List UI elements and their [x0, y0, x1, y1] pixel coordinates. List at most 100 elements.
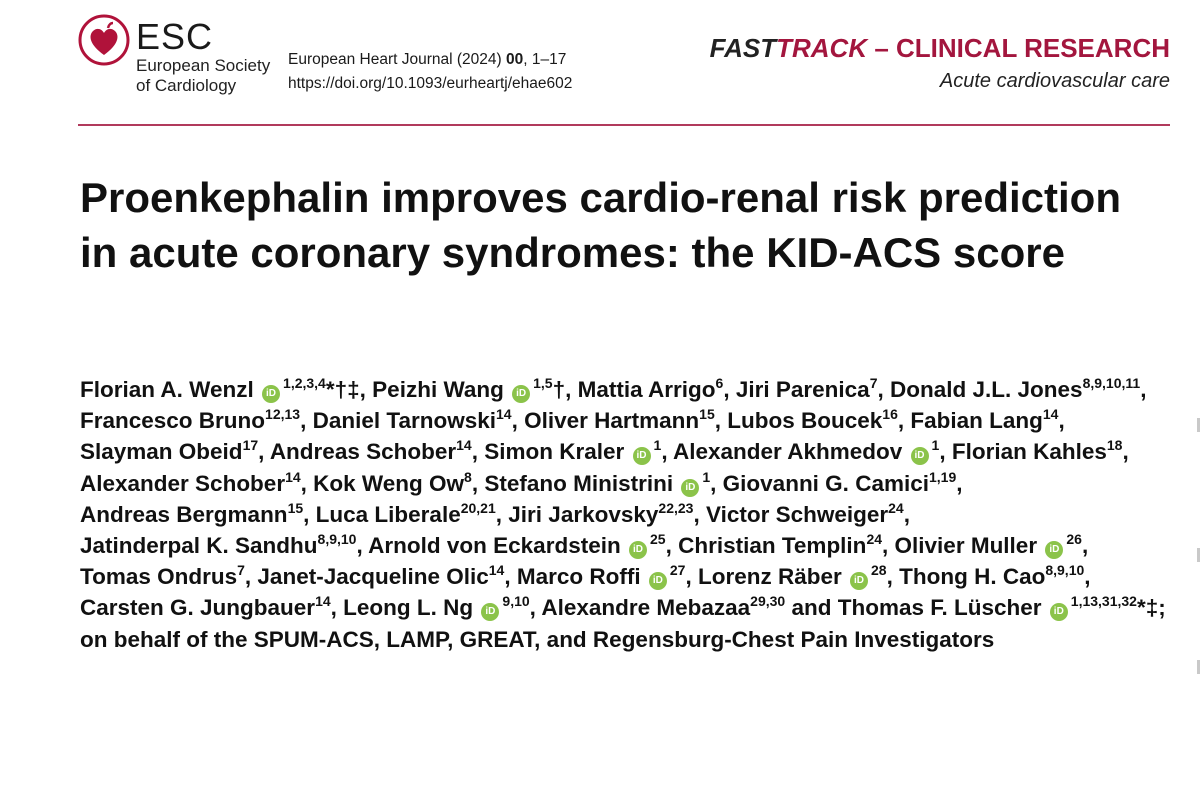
orcid-icon[interactable]: iD	[512, 385, 531, 403]
author-name: Janet-Jacqueline Olic	[257, 564, 489, 590]
author-separator: ,	[665, 533, 679, 559]
author-name: Slayman Obeid	[80, 439, 243, 465]
journal-doi[interactable]: https://doi.org/10.1093/eurheartj/ehae60…	[288, 75, 573, 92]
author-affiliations: 1,19	[928, 468, 957, 485]
author: Jatinderpal K. Sandhu8,9,10	[80, 532, 356, 558]
author-separator: ,	[714, 408, 728, 434]
author-name: Jiri Parenica	[735, 377, 870, 402]
author-affiliations: 1,2,3,4	[283, 375, 326, 391]
author-affiliations: 16	[882, 406, 898, 423]
author: Jiri Jarkovsky22,23	[508, 499, 694, 527]
author: Donald J.L. Jones8,9,10,11	[890, 376, 1140, 402]
orcid-icon[interactable]: iD	[632, 447, 651, 466]
author-affiliations: 14	[285, 468, 301, 485]
page-edge-mark	[1197, 548, 1200, 562]
author-separator: ,	[529, 595, 542, 621]
author-name: Jiri Jarkovsky	[508, 501, 659, 527]
author: Leong L. Ng iD9,10	[343, 593, 530, 622]
orcid-icon[interactable]: iD	[850, 572, 869, 591]
orcid-icon[interactable]: iD	[648, 572, 667, 591]
page-edge-mark	[1197, 418, 1200, 432]
journal-citation: European Heart Journal (2024) 00, 1–17	[288, 48, 572, 72]
author-name: Carsten G. Jungbauer	[80, 595, 316, 621]
author-affiliations: 15	[699, 406, 715, 423]
author: Mattia Arrigo6	[578, 375, 724, 402]
author-affiliations: 1	[931, 437, 940, 454]
author: Alexandre Mebazaa29,30	[541, 593, 786, 621]
author-affiliations: 12,13	[265, 406, 301, 423]
author-separator: ,	[1081, 533, 1089, 559]
author-separator: ,	[1084, 564, 1091, 590]
author-name: Alexandre Mebazaa	[541, 595, 751, 621]
orcid-icon[interactable]: iD	[910, 447, 929, 466]
author-name: Francesco Bruno	[80, 408, 266, 434]
author: Stefano Ministrini iD1	[484, 470, 710, 497]
author-separator: ,	[471, 439, 485, 465]
category-fast: FAST	[709, 33, 777, 63]
author-separator: ,	[886, 564, 900, 590]
author-name: Stefano Ministrini	[484, 470, 674, 496]
author-name: Donald J.L. Jones	[890, 377, 1083, 402]
author: Janet-Jacqueline Olic14	[257, 563, 504, 590]
author-separator: ,	[661, 439, 673, 465]
author-affiliations: 9,10	[502, 593, 530, 610]
author: Christian Templin24	[678, 532, 882, 559]
author-symbols: *†‡	[325, 377, 360, 402]
society-line-2: of Cardiology	[136, 76, 237, 95]
author-name: Victor Schweiger	[705, 501, 889, 527]
author-separator: ,	[244, 564, 258, 590]
author: Kok Weng Ow8	[313, 468, 472, 496]
author-separator: ,	[504, 564, 517, 590]
author-separator: ,	[939, 439, 952, 465]
author-affiliations: 15	[287, 499, 304, 516]
author-separator: ,	[303, 501, 316, 527]
author: Thomas F. Lüscher iD1,13,31,32*‡	[837, 594, 1159, 622]
orcid-icon[interactable]: iD	[481, 603, 500, 622]
author-separator: ,	[723, 377, 736, 402]
article-category: FASTTRACK – CLINICAL RESEARCH	[710, 33, 1170, 64]
author: Alexander Akhmedov iD1	[673, 437, 940, 466]
author: Olivier Muller iD26	[895, 532, 1082, 560]
author-symbols: *‡	[1136, 595, 1159, 621]
author-separator: ,	[300, 470, 314, 496]
category-section: – CLINICAL RESEARCH	[867, 33, 1170, 63]
author-affiliations: 1,5	[533, 375, 553, 391]
author-separator: ,	[356, 533, 369, 559]
article-title: Proenkephalin improves cardio-renal risk…	[80, 174, 1121, 276]
author-separator: ,	[471, 470, 485, 496]
author: Florian A. Wenzl iD1,2,3,4*†‡	[80, 375, 360, 403]
author-separator: ,	[685, 564, 698, 590]
orcid-icon[interactable]: iD	[1045, 541, 1064, 560]
author-name: Christian Templin	[678, 533, 867, 559]
author-affiliations: 22,23	[658, 499, 694, 516]
orcid-icon[interactable]: iD	[262, 385, 281, 403]
author-name: Thomas F. Lüscher	[837, 595, 1042, 621]
author-affiliations: 18	[1106, 437, 1123, 454]
author-names: Florian A. Wenzl iD1,2,3,4*†‡, Peizhi Wa…	[80, 375, 1159, 622]
author-name: Luca Liberale	[315, 501, 461, 527]
author-separator: ,	[710, 470, 723, 496]
author-affiliations: 29,30	[750, 593, 786, 610]
esc-abbr: ESC	[136, 16, 214, 57]
author-name: Peizhi Wang	[372, 377, 504, 402]
category-track: TRACK	[776, 33, 868, 63]
author-separator: ,	[511, 408, 525, 434]
author-name: Florian Kahles	[951, 439, 1107, 465]
author: Luca Liberale20,21	[315, 501, 496, 527]
author-affiliations: 14	[456, 437, 472, 454]
orcid-icon[interactable]: iD	[1049, 603, 1068, 622]
author-name: Florian A. Wenzl	[80, 377, 254, 402]
author: Carsten G. Jungbauer14	[80, 594, 331, 621]
article-subcategory: Acute cardiovascular care	[939, 70, 1170, 92]
orcid-icon[interactable]: iD	[681, 478, 700, 497]
author: Andreas Bergmann15	[80, 499, 304, 527]
author-name: Lorenz Räber	[697, 564, 842, 590]
author-name: Arnold von Eckardstein	[368, 533, 621, 559]
author-separator: ,	[897, 408, 911, 434]
author-name: Giovanni G. Camici	[722, 470, 929, 496]
orcid-icon[interactable]: iD	[628, 541, 647, 560]
author-name: Tomas Ondrus	[80, 564, 238, 590]
author-affiliations: 6	[715, 375, 724, 391]
behalf-statement: on behalf of the SPUM-ACS, LAMP, GREAT, …	[80, 626, 995, 652]
author-affiliations: 8	[464, 468, 472, 485]
